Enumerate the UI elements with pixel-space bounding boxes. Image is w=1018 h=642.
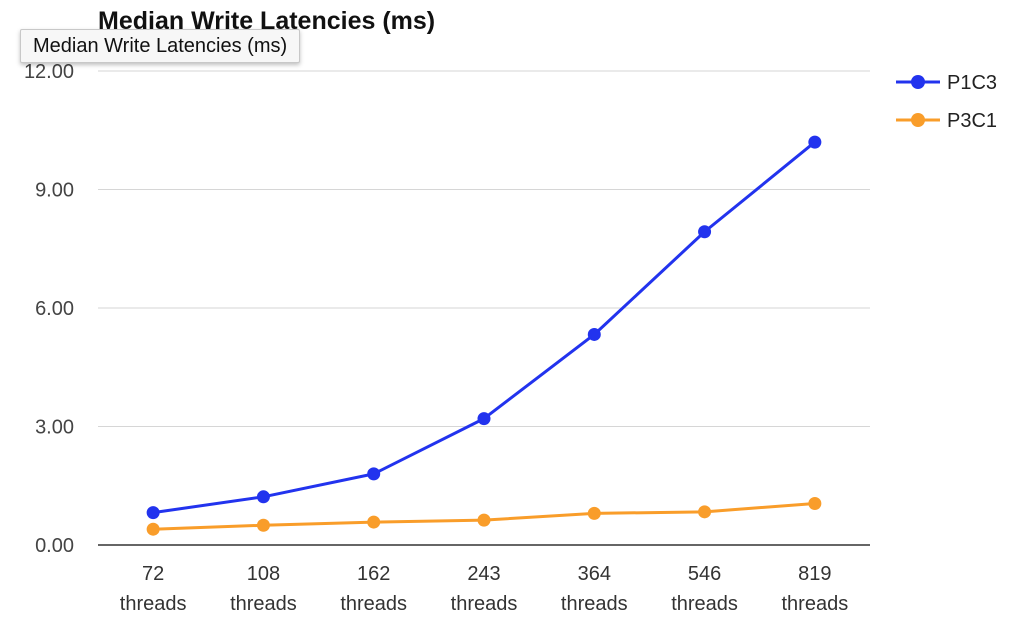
legend-marker-p1c3: [911, 75, 925, 89]
x-tick-label: threads: [230, 593, 297, 615]
data-point-p3c1: [477, 513, 491, 527]
data-point-p3c1: [808, 497, 822, 511]
x-tick-label: threads: [340, 593, 407, 615]
gridlines: [98, 70, 870, 427]
x-tick-label: 243: [467, 563, 500, 585]
x-tick-label: 108: [247, 563, 280, 585]
data-point-p1c3: [698, 225, 712, 239]
x-tick-label: threads: [671, 593, 738, 615]
x-tick-label: 546: [688, 563, 721, 585]
data-point-p1c3: [146, 506, 160, 520]
data-point-p3c1: [256, 518, 270, 532]
data-point-p3c1: [698, 505, 712, 519]
y-tick-label: 6.00: [35, 298, 74, 320]
data-point-p3c1: [587, 506, 601, 520]
x-tick-label: 72: [142, 563, 164, 585]
x-tick-label: 819: [798, 563, 831, 585]
series-layer: [146, 135, 822, 536]
data-point-p1c3: [477, 412, 491, 426]
data-point-p1c3: [367, 467, 381, 481]
title-tooltip: Median Write Latencies (ms): [20, 29, 301, 63]
data-point-p3c1: [146, 522, 160, 536]
x-tick-label: threads: [451, 593, 518, 615]
data-point-p1c3: [256, 490, 270, 504]
legend-label-p3c1: P3C1: [947, 110, 997, 132]
x-tick-label: threads: [120, 593, 187, 615]
data-point-p3c1: [367, 515, 381, 529]
data-point-p1c3: [587, 327, 601, 341]
x-tick-label: 162: [357, 563, 390, 585]
y-tick-label: 0.00: [35, 535, 74, 557]
axes: 0.00 3.00 6.00 9.00 12.00 72 threads 108 threads…: [24, 61, 870, 615]
series-line-p1c3: [152, 140, 816, 515]
y-tick-label: 12.00: [24, 61, 74, 83]
legend-marker-p3c1: [911, 113, 925, 127]
x-tick-label: 364: [578, 563, 611, 585]
y-tick-label: 9.00: [35, 180, 74, 202]
x-tick-label: threads: [561, 593, 628, 615]
data-point-p1c3: [808, 135, 822, 149]
legend-label-p1c3: P1C3: [947, 72, 997, 94]
x-tick-label: threads: [781, 593, 848, 615]
y-tick-label: 3.00: [35, 417, 74, 439]
legend: P1C3 P3C1: [896, 72, 997, 132]
